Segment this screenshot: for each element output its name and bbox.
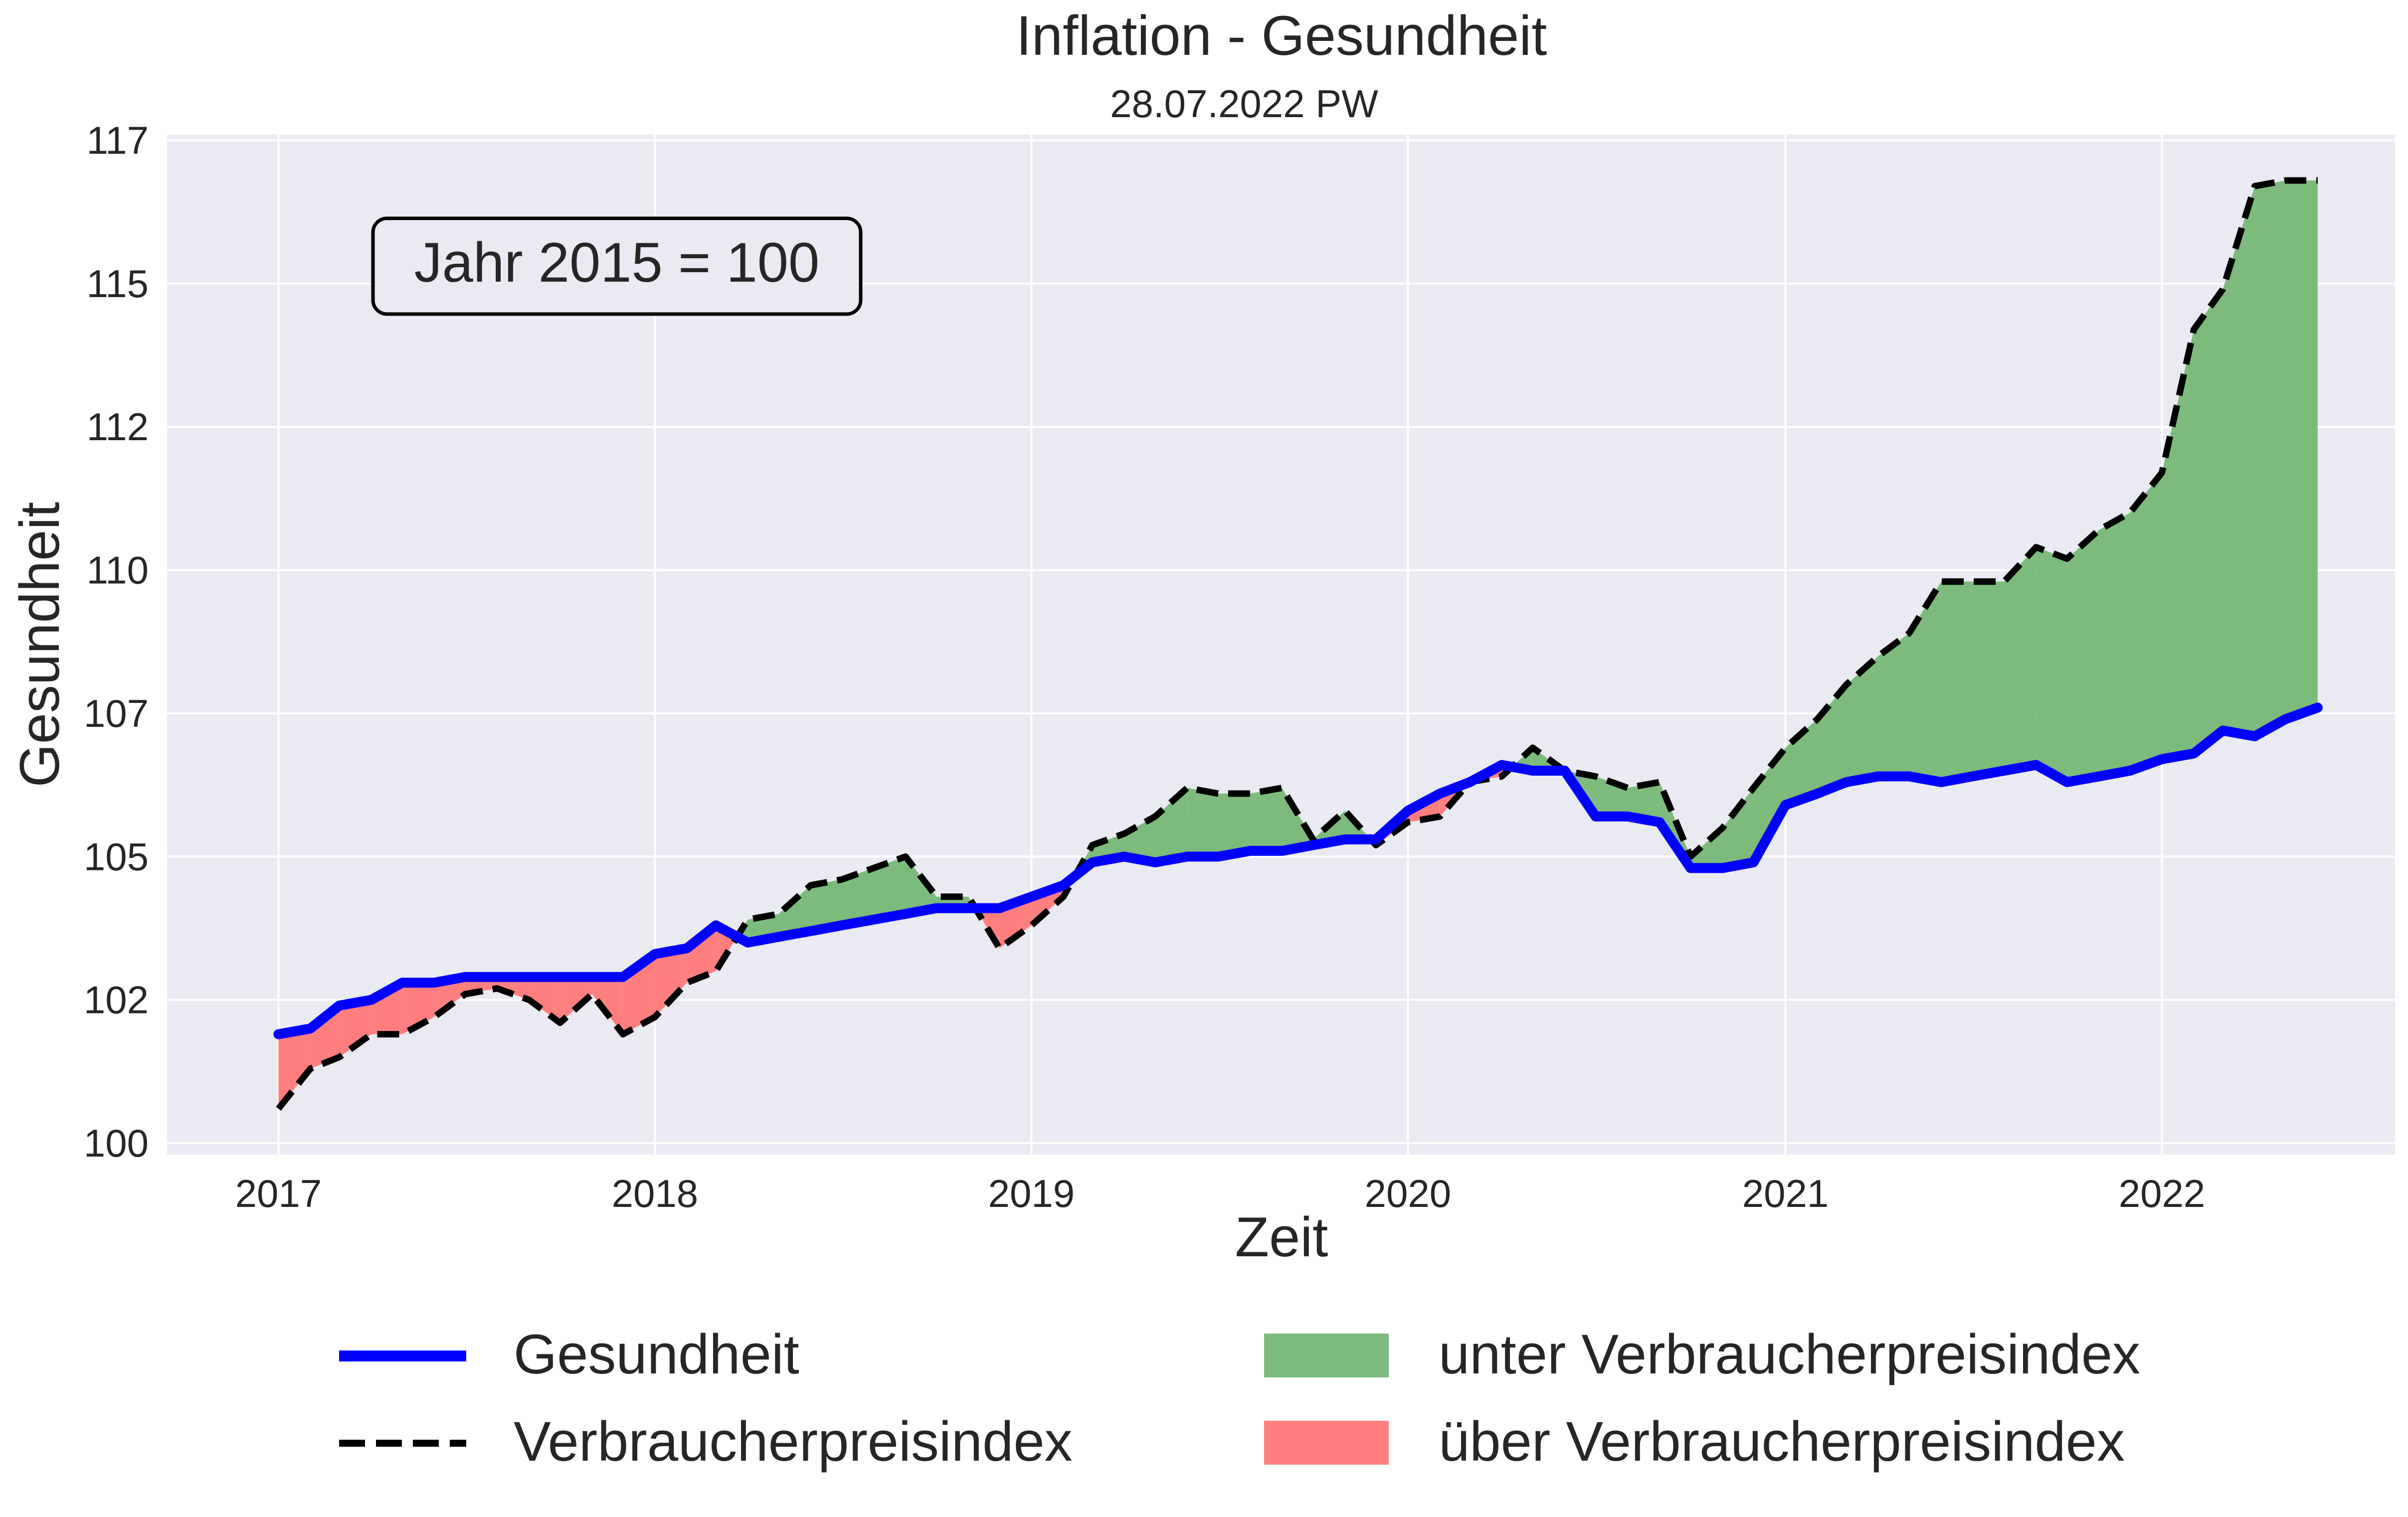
chart-subtitle: 28.07.2022 PW <box>1110 82 1378 126</box>
fill-under-cpi <box>1628 782 1660 823</box>
legend-label-verbraucherpreisindex: Verbraucherpreisindex <box>514 1410 1073 1473</box>
x-tick-label: 2017 <box>235 1172 322 1215</box>
fill-over-cpi <box>310 1006 340 1069</box>
x-axis-ticks: 2017 2018 2019 2020 2021 2022 <box>235 1172 2206 1215</box>
fill-over-cpi <box>529 977 560 1023</box>
y-tick-label: 112 <box>87 405 149 449</box>
fill-under-cpi <box>1909 581 1941 782</box>
series-line-verbraucherpreisindex <box>276 177 2318 1111</box>
annotation-text: Jahr 2015 = 100 <box>414 231 820 294</box>
fill-under-cpi <box>841 868 874 926</box>
fill-under-cpi <box>2223 186 2255 736</box>
fill-over-cpi <box>371 983 402 1034</box>
y-tick-label: 107 <box>84 691 149 735</box>
fill-under-cpi <box>2130 473 2162 771</box>
fill-over-cpi <box>560 977 592 1023</box>
x-tick-label: 2021 <box>1742 1172 1829 1215</box>
fill-under-cpi <box>2254 180 2286 736</box>
y-tick-label: 110 <box>87 548 149 592</box>
y-tick-label: 105 <box>84 835 149 878</box>
fill-under-cpi <box>2067 530 2099 782</box>
fill-under-cpi <box>1155 788 1187 862</box>
legend-label-gesundheit: Gesundheit <box>514 1323 799 1385</box>
fill-over-cpi <box>339 1000 371 1057</box>
x-tick-label: 2022 <box>2119 1172 2206 1215</box>
y-axis-label: Gesundheit <box>8 502 71 788</box>
fill-under-cpi <box>873 856 906 920</box>
fill-under-cpi <box>1941 581 1972 782</box>
series-line-gesundheit <box>273 702 2323 1039</box>
fill-over-cpi <box>278 1028 311 1109</box>
fill-under-cpi <box>1124 816 1155 862</box>
chart-title: Inflation - Gesundheit <box>1016 4 1547 67</box>
legend-swatch-ueber <box>1264 1421 1389 1465</box>
fill-under-cpi <box>1075 845 1093 876</box>
legend-label-unter: unter Verbraucherpreisindex <box>1439 1323 2140 1385</box>
y-tick-label: 117 <box>87 118 149 162</box>
fill-under-cpi <box>1753 747 1786 862</box>
fill-under-cpi <box>2099 512 2130 777</box>
x-tick-label: 2020 <box>1365 1172 1452 1215</box>
y-axis-ticks: 100 102 105 107 110 112 115 117 <box>84 118 149 1165</box>
fill-under-cpi <box>1878 633 1909 777</box>
fill-under-cpi <box>1218 793 1250 857</box>
legend-item-gesundheit: Gesundheit <box>339 1323 799 1385</box>
x-tick-label: 2019 <box>988 1172 1075 1215</box>
fill-under-cpi <box>1187 788 1218 857</box>
legend-swatch-unter <box>1264 1334 1389 1377</box>
fill-under-cpi <box>1722 788 1754 868</box>
y-tick-label: 100 <box>84 1121 149 1165</box>
fill-under-cpi <box>1250 788 1283 851</box>
fill-under-cpi <box>810 879 842 931</box>
fill-under-cpi <box>1972 581 2005 777</box>
fill-under-cpi <box>1846 656 1878 782</box>
x-tick-label: 2018 <box>612 1172 699 1215</box>
fill-under-cpi <box>778 885 811 937</box>
fill-under-cpi <box>2285 180 2318 719</box>
fill-over-cpi <box>497 977 530 1000</box>
legend-item-ueber-verbraucherpreisindex: über Verbraucherpreisindex <box>1264 1410 2125 1473</box>
fill-under-cpi <box>2004 547 2037 771</box>
fill-over-cpi <box>687 925 716 983</box>
y-tick-label: 115 <box>87 262 149 306</box>
y-tick-label: 102 <box>84 978 149 1022</box>
fill-under-cpi <box>2036 547 2067 782</box>
series-lines <box>273 177 2323 1111</box>
fill-under-cpi <box>906 856 937 914</box>
fill-under-cpi <box>1785 719 1818 805</box>
legend: Gesundheit Verbraucherpreisindex unter V… <box>339 1323 2140 1473</box>
legend-item-unter-verbraucherpreisindex: unter Verbraucherpreisindex <box>1264 1323 2140 1385</box>
x-axis-label: Zeit <box>1235 1206 1328 1268</box>
legend-label-ueber: über Verbraucherpreisindex <box>1439 1410 2125 1473</box>
base-index-annotation: Jahr 2015 = 100 <box>371 216 863 316</box>
fill-over-cpi <box>434 977 465 1017</box>
fill-over-cpi <box>592 977 623 1034</box>
fill-over-cpi <box>655 948 687 1017</box>
annotation-box <box>371 216 863 316</box>
legend-item-verbraucherpreisindex: Verbraucherpreisindex <box>339 1410 1073 1473</box>
fill-under-cpi <box>2194 289 2223 754</box>
